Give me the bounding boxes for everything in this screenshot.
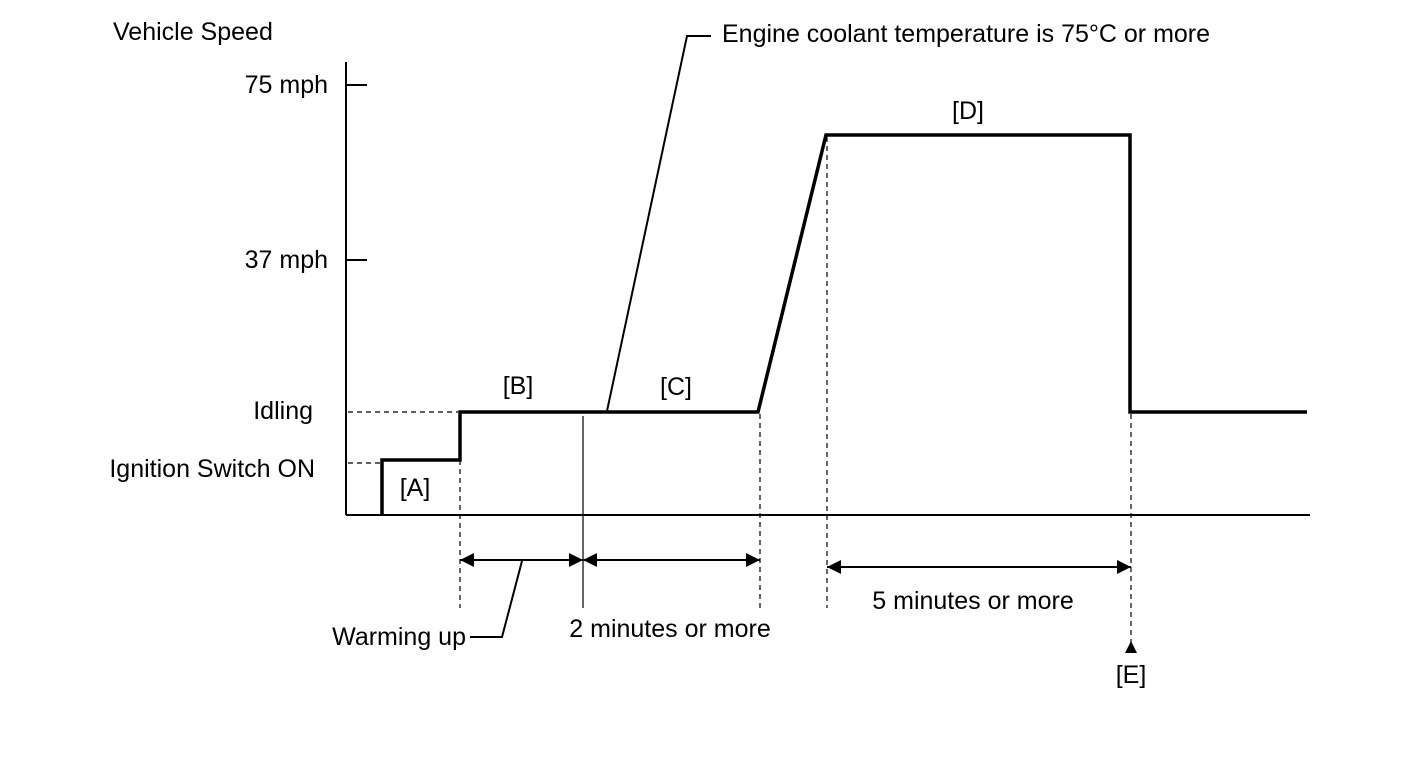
warming-up-label: Warming up (332, 623, 466, 651)
phase-label-d: [D] (952, 97, 984, 125)
label-37mph: 37 mph (245, 246, 328, 274)
marker-e-triangle (1125, 641, 1137, 653)
phase-label-b: [B] (503, 372, 534, 400)
phase-label-a: [A] (400, 474, 431, 502)
leader-coolant (606, 35, 711, 412)
phase-label-e: [E] (1116, 661, 1147, 689)
duration-2-minutes: 2 minutes or more (569, 615, 770, 643)
duration-5-minutes: 5 minutes or more (872, 587, 1073, 615)
speed-profile-line (380, 133, 1307, 515)
leader-warming-up (470, 560, 523, 638)
label-ignition-on: Ignition Switch ON (109, 455, 315, 483)
phase-label-c: [C] (660, 373, 692, 401)
label-75mph: 75 mph (245, 71, 328, 99)
label-idling: Idling (253, 397, 313, 425)
coolant-callout: Engine coolant temperature is 75°C or mo… (722, 20, 1210, 48)
y-axis-title: Vehicle Speed (113, 18, 273, 46)
